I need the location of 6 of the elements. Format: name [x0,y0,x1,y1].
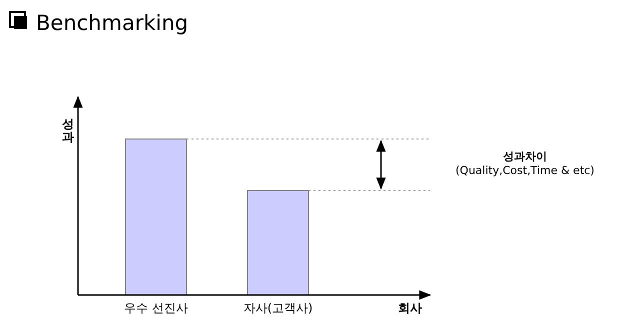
x-axis-title: 회사 [398,301,422,315]
x-tick-label: 우수 선진사 [124,301,188,315]
text: 성과차이 (Quality,Cost,Time & etc) [456,150,594,177]
x-tick-label: 자사(고객사) [243,301,313,315]
chart-title: Benchmarking [36,11,188,35]
y-axis-title: 성과 [62,117,74,144]
